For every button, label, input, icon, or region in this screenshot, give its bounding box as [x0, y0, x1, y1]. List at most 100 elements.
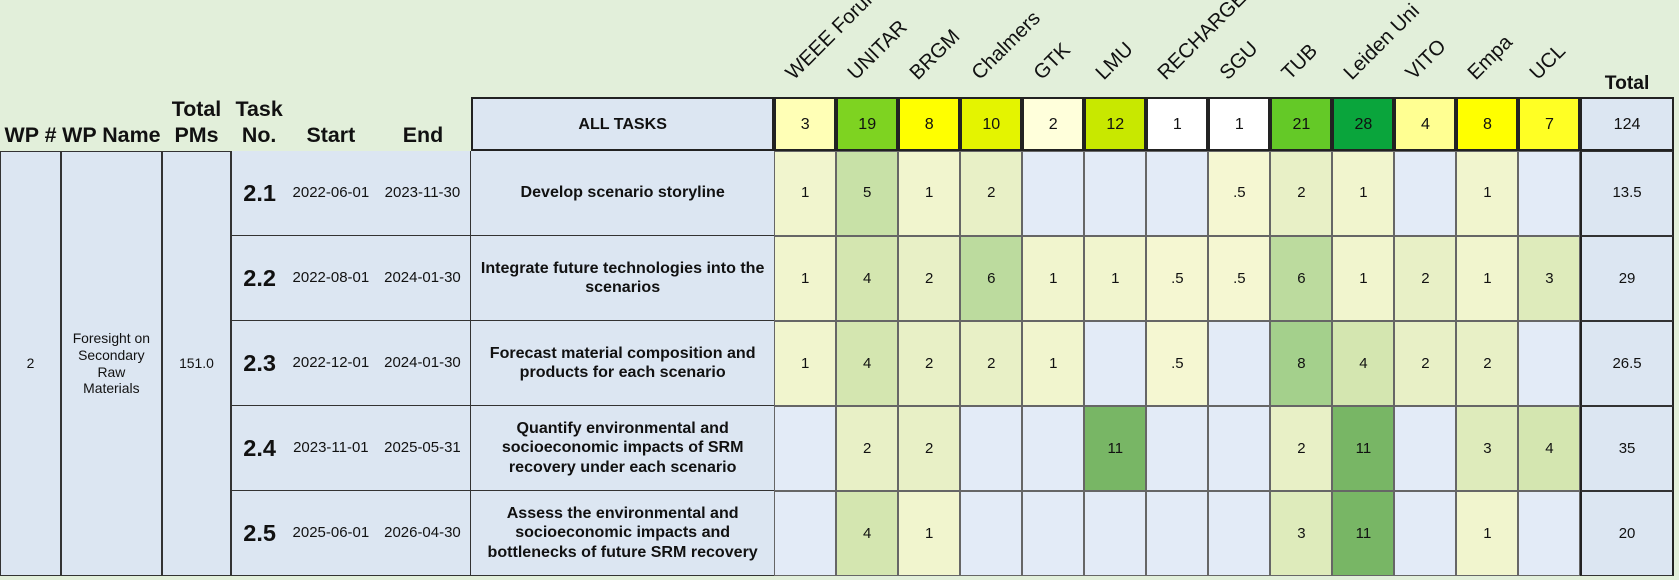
task-description: Quantify environmental and socioeconomic…	[471, 406, 775, 492]
task-effort: 11	[1084, 406, 1147, 492]
task-total: 35	[1580, 406, 1674, 492]
partner-total: 28	[1332, 97, 1395, 151]
task-effort: 5	[836, 150, 899, 236]
task-effort: 1	[1332, 150, 1395, 236]
task-effort: 2	[1394, 321, 1457, 407]
wp-total-pms: 151.0	[161, 150, 232, 577]
partner-name: GTK	[1029, 39, 1075, 85]
task-effort: 1	[1456, 150, 1519, 236]
task-effort: 1	[1022, 236, 1085, 322]
task-effort	[1022, 491, 1085, 577]
task-effort: 2	[1394, 236, 1457, 322]
all-tasks-label: ALL TASKS	[471, 97, 775, 151]
partner-name: LMU	[1091, 38, 1138, 85]
partner-total: 8	[898, 97, 961, 151]
task-end: 2026-04-30	[374, 491, 472, 577]
task-total: 20	[1580, 491, 1674, 577]
wp-name: Foresight on Secondary Raw Materials	[61, 150, 162, 577]
task-effort: 1	[1084, 236, 1147, 322]
partner-total: 2	[1022, 97, 1085, 151]
task-effort	[960, 406, 1023, 492]
task-effort: 3	[1518, 236, 1581, 322]
task-description: Assess the environmental and socioeconom…	[471, 491, 775, 577]
task-effort: 8	[1270, 321, 1333, 407]
task-effort	[1518, 150, 1581, 236]
column-header: Total PMs	[171, 97, 222, 148]
task-effort: 1	[774, 236, 837, 322]
task-effort	[1394, 150, 1457, 236]
task-number: 2.3	[231, 321, 287, 407]
task-effort: 4	[836, 321, 899, 407]
task-effort	[1022, 150, 1085, 236]
task-end: 2025-05-31	[374, 406, 472, 492]
partner-name: BRGM	[905, 25, 965, 85]
partner-total: 1	[1208, 97, 1271, 151]
task-effort	[960, 491, 1023, 577]
task-effort	[1518, 321, 1581, 407]
task-effort: 1	[1456, 491, 1519, 577]
task-effort	[1084, 321, 1147, 407]
task-effort: 2	[1270, 150, 1333, 236]
task-effort: 2	[1270, 406, 1333, 492]
task-effort: 2	[898, 236, 961, 322]
task-effort	[1146, 491, 1209, 577]
column-header: WP #	[4, 123, 57, 148]
task-effort: 4	[836, 236, 899, 322]
task-effort	[1394, 491, 1457, 577]
task-effort	[1084, 150, 1147, 236]
task-effort: 11	[1332, 491, 1395, 577]
task-description: Develop scenario storyline	[471, 150, 775, 236]
total-header: Total	[1604, 73, 1650, 95]
task-effort: 2	[898, 406, 961, 492]
task-effort: 1	[898, 150, 961, 236]
task-effort: 4	[1332, 321, 1395, 407]
task-effort: 3	[1270, 491, 1333, 577]
task-total: 13.5	[1580, 150, 1674, 236]
task-effort: .5	[1146, 236, 1209, 322]
task-effort	[1022, 406, 1085, 492]
task-effort: 6	[960, 236, 1023, 322]
task-start: 2023-11-01	[286, 406, 375, 492]
partner-total: 19	[836, 97, 899, 151]
partner-total: 7	[1518, 97, 1581, 151]
task-total: 29	[1580, 236, 1674, 322]
column-header: Start	[306, 123, 356, 148]
task-description: Integrate future technologies into the s…	[471, 236, 775, 322]
task-number: 2.2	[231, 236, 287, 322]
task-number: 2.5	[231, 491, 287, 577]
task-start: 2022-12-01	[286, 321, 375, 407]
partner-total: 1	[1146, 97, 1209, 151]
task-effort: 1	[1332, 236, 1395, 322]
task-effort	[1146, 150, 1209, 236]
task-effort: 4	[1518, 406, 1581, 492]
task-effort	[1394, 406, 1457, 492]
task-effort: 1	[898, 491, 961, 577]
task-effort	[1208, 491, 1271, 577]
task-effort: 1	[774, 321, 837, 407]
partner-name: UCL	[1525, 40, 1571, 85]
partner-total: 8	[1456, 97, 1519, 151]
task-effort: 1	[1022, 321, 1085, 407]
task-effort: 2	[836, 406, 899, 492]
partner-name: SGU	[1215, 37, 1263, 85]
task-effort: 2	[1456, 321, 1519, 407]
column-header: End	[402, 123, 444, 148]
task-effort	[1084, 491, 1147, 577]
task-total: 26.5	[1580, 321, 1674, 407]
partner-total: 12	[1084, 97, 1147, 151]
task-description: Forecast material composition and produc…	[471, 321, 775, 407]
task-effort	[1208, 321, 1271, 407]
column-header: Task No.	[235, 97, 283, 148]
task-effort: .5	[1208, 150, 1271, 236]
task-effort: 6	[1270, 236, 1333, 322]
task-effort	[1146, 406, 1209, 492]
task-start: 2022-08-01	[286, 236, 375, 322]
task-effort: 2	[898, 321, 961, 407]
task-effort: 1	[1456, 236, 1519, 322]
partner-name: Empa	[1463, 31, 1517, 85]
partner-total: 3	[774, 97, 837, 151]
grand-total: 124	[1580, 97, 1674, 151]
task-number: 2.4	[231, 406, 287, 492]
partner-name: TUB	[1277, 40, 1322, 85]
